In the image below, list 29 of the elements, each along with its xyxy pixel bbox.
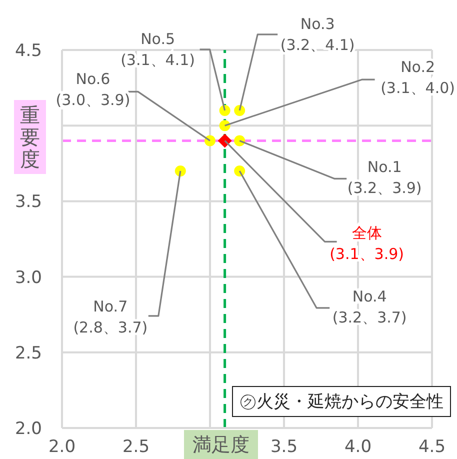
annotation: No.7 (2.8、3.7) [73, 298, 148, 337]
y-tick-label: 2.0 [14, 419, 42, 440]
point [204, 135, 216, 146]
point [219, 104, 230, 116]
annotation: No.1 (3.2、3.9) [347, 158, 422, 198]
text: ㋗火災・延焼からの安全性 [232, 386, 451, 417]
x-tick-label: 3.5 [270, 437, 298, 458]
y-tick-label: 3.5 [14, 192, 42, 212]
text: 全体 [352, 224, 382, 242]
annotation: No.5 (3.1、4.1) [120, 30, 196, 70]
annotation: No.6 (3.0、3.9) [56, 70, 130, 110]
point [234, 165, 246, 176]
y-tick-label: 3.0 [14, 268, 42, 288]
x-tick-label: 4.5 [418, 437, 446, 458]
y-tick-label: 4.5 [14, 41, 42, 62]
annotation: No.4 (3.2、3.7) [332, 288, 407, 327]
x-tick-label: 2.5 [122, 437, 150, 458]
point [234, 104, 246, 116]
x-tick-label: 2.0 [48, 437, 76, 458]
y-axis-title: 重要度 [20, 103, 40, 171]
point [218, 134, 232, 148]
point [219, 120, 230, 132]
point [174, 165, 186, 176]
point [234, 135, 246, 146]
x-tick-label: 4.0 [344, 437, 372, 458]
annotation: No.2 (3.1、4.0) [380, 58, 456, 98]
annotation: (3.1、3.9) [330, 245, 404, 264]
annotation: No.3 (3.2、4.1) [280, 15, 355, 54]
y-tick-label: 2.5 [14, 343, 42, 364]
